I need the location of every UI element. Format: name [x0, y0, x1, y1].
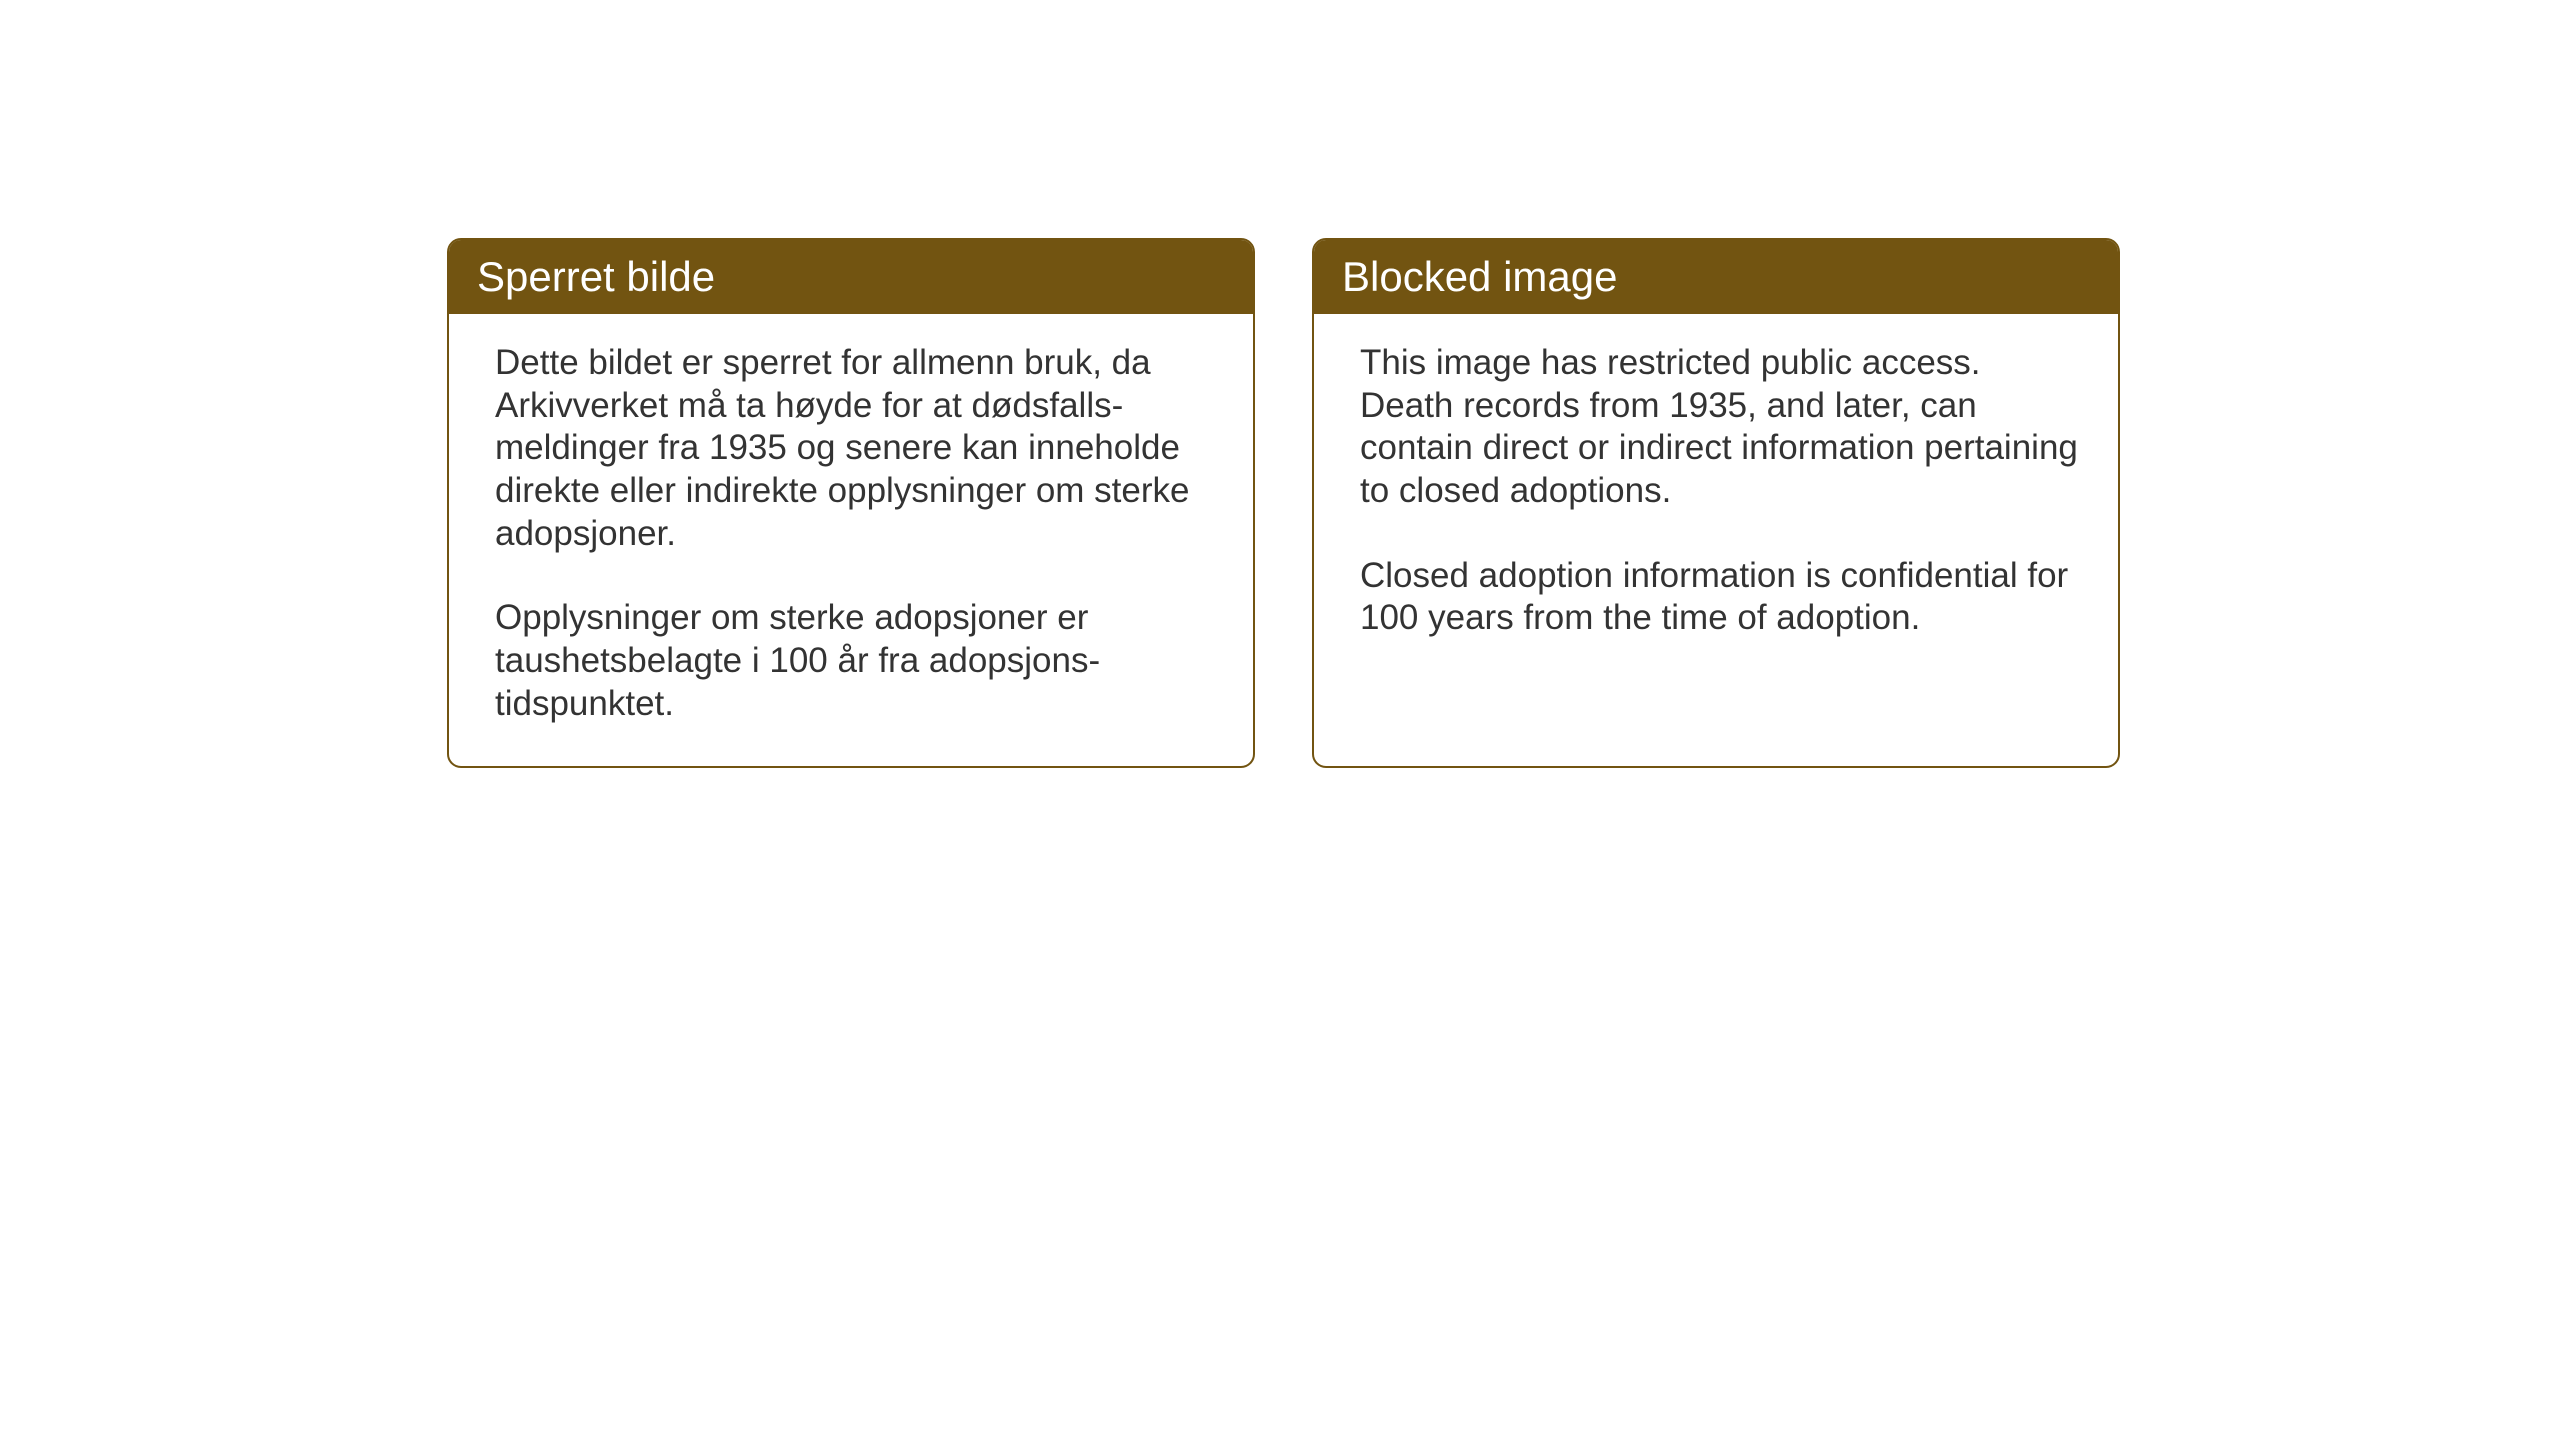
english-card: Blocked image This image has restricted … [1312, 238, 2120, 768]
norwegian-card-title: Sperret bilde [449, 240, 1253, 314]
norwegian-card-body: Dette bildet er sperret for allmenn bruk… [449, 314, 1253, 766]
english-paragraph-2: Closed adoption information is confident… [1360, 555, 2078, 640]
norwegian-paragraph-2: Opplysninger om sterke adopsjoner er tau… [495, 597, 1213, 725]
english-paragraph-1: This image has restricted public access.… [1360, 342, 2078, 513]
cards-container: Sperret bilde Dette bildet er sperret fo… [447, 238, 2120, 768]
norwegian-paragraph-1: Dette bildet er sperret for allmenn bruk… [495, 342, 1213, 555]
english-card-title: Blocked image [1314, 240, 2118, 314]
english-card-body: This image has restricted public access.… [1314, 314, 2118, 680]
norwegian-card: Sperret bilde Dette bildet er sperret fo… [447, 238, 1255, 768]
